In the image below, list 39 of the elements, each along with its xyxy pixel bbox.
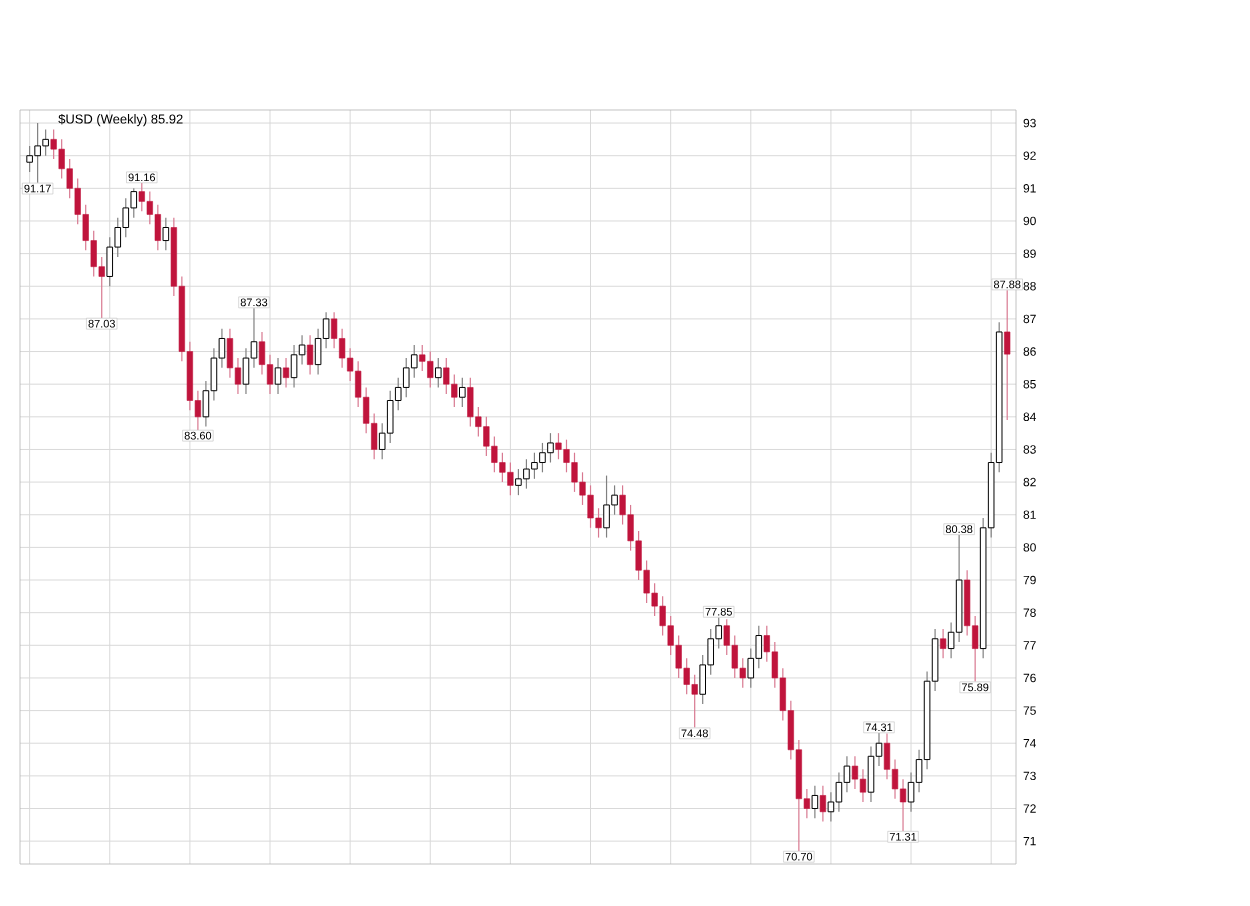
candlestick (691, 674, 698, 729)
candlestick (386, 390, 394, 444)
candlestick (427, 350, 434, 389)
candlestick (451, 373, 458, 408)
candlestick (859, 768, 867, 803)
candlestick (306, 334, 314, 375)
candlestick (819, 785, 826, 823)
candlestick (851, 755, 859, 790)
candlestick (539, 442, 546, 473)
candlestick (483, 416, 490, 457)
candlestick (226, 328, 234, 379)
candlestick (138, 182, 145, 212)
candlestick (603, 474, 610, 539)
candlestick (523, 458, 530, 490)
candlestick (939, 628, 947, 659)
candlestick (154, 204, 161, 251)
candlestick (1004, 289, 1011, 421)
candlestick (515, 468, 522, 496)
candlestick (467, 377, 474, 428)
candlestick (443, 357, 450, 395)
candlestick (419, 344, 426, 372)
candlestick (402, 357, 410, 398)
candlestick (867, 745, 875, 803)
candlestick (434, 357, 442, 389)
candlestick (811, 785, 819, 819)
candlestick (499, 452, 506, 483)
candlestick (162, 217, 170, 251)
candlestick (274, 357, 282, 395)
candlestick (242, 347, 250, 395)
candlestick (547, 432, 554, 464)
candlestick (282, 357, 290, 389)
candlestick (587, 484, 594, 529)
candlestick (459, 377, 466, 408)
candlestick (531, 452, 538, 480)
candlestick (507, 461, 514, 496)
candlestick (26, 145, 33, 173)
candlestick (555, 432, 562, 460)
candlestick (42, 128, 49, 157)
candlestick (571, 452, 578, 493)
